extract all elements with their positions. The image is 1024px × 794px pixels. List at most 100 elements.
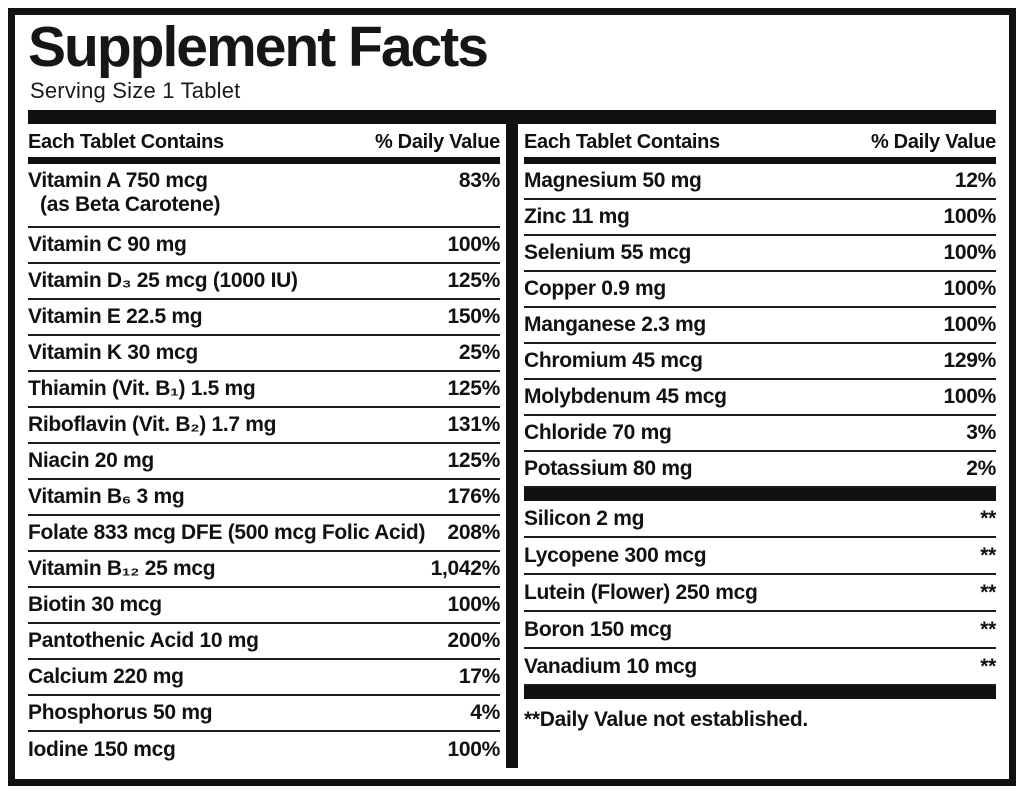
nutrient-name: Vitamin K 30 mcg bbox=[28, 341, 198, 365]
nutrient-daily-value: 25% bbox=[458, 341, 500, 365]
nutrient-daily-value: 1,042% bbox=[430, 557, 501, 581]
nutrient-daily-value: 129% bbox=[943, 349, 996, 373]
nutrient-name: Zinc 11 mg bbox=[524, 205, 630, 229]
nutrient-daily-value: 125% bbox=[447, 449, 500, 473]
nutrient-name: Biotin 30 mcg bbox=[28, 593, 162, 617]
nutrient-name: Pantothenic Acid 10 mg bbox=[28, 629, 259, 653]
nutrient-row: Copper 0.9 mg 100% bbox=[524, 272, 996, 309]
nutrient-daily-value: ** bbox=[980, 617, 996, 641]
nutrient-row: Vitamin B₁₂ 25 mcg 1,042% bbox=[28, 552, 501, 589]
nutrient-name: Vitamin B₁₂ 25 mcg bbox=[28, 557, 216, 581]
nutrient-name: Vanadium 10 mcg bbox=[524, 654, 697, 678]
nutrient-daily-value: ** bbox=[980, 543, 996, 567]
nutrient-name: Thiamin (Vit. B₁) 1.5 mg bbox=[28, 377, 256, 401]
nutrient-daily-value: 2% bbox=[966, 457, 996, 481]
nutrient-daily-value: 100% bbox=[447, 233, 500, 257]
nutrient-row: Phosphorus 50 mg 4% bbox=[28, 696, 500, 733]
nutrient-daily-value: 17% bbox=[458, 665, 500, 689]
nutrient-daily-value: 208% bbox=[447, 521, 500, 545]
nutrient-name: Chloride 70 mg bbox=[524, 421, 672, 445]
nutrient-daily-value: 125% bbox=[447, 377, 500, 401]
columns-container: Each Tablet Contains % Daily Value Vitam… bbox=[28, 124, 996, 769]
nutrient-row: Niacin 20 mg 125% bbox=[28, 444, 500, 481]
daily-value-footnote: **Daily Value not established. bbox=[524, 708, 808, 732]
nutrient-daily-value: 3% bbox=[966, 421, 996, 445]
nutrient-daily-value: 150% bbox=[447, 305, 500, 329]
nutrient-daily-value: 83% bbox=[458, 169, 500, 193]
nutrient-daily-value: 100% bbox=[943, 241, 996, 265]
nutrient-name: Vitamin C 90 mg bbox=[28, 233, 187, 257]
nutrient-name: Manganese 2.3 mg bbox=[524, 313, 706, 337]
nutrient-name: Copper 0.9 mg bbox=[524, 277, 666, 301]
nutrient-name-line2: (as Beta Carotene) bbox=[40, 193, 221, 217]
nutrient-name: Folate 833 mcg DFE (500 mcg Folic Acid) bbox=[28, 521, 426, 545]
nutrient-daily-value: ** bbox=[980, 580, 996, 604]
column-header-daily-value: % Daily Value bbox=[374, 131, 500, 154]
nutrient-daily-value: 100% bbox=[943, 277, 996, 301]
nutrient-daily-value: 200% bbox=[447, 629, 500, 653]
nutrient-name: Calcium 220 mg bbox=[28, 665, 184, 689]
nutrient-row: Calcium 220 mg 17% bbox=[28, 660, 500, 697]
nutrient-name: Selenium 55 mcg bbox=[524, 241, 692, 265]
section-divider-bar bbox=[524, 686, 996, 700]
nutrient-daily-value: 100% bbox=[943, 385, 996, 409]
nutrient-daily-value: 176% bbox=[447, 485, 500, 509]
column-header-contains: Each Tablet Contains bbox=[28, 131, 224, 154]
left-column: Each Tablet Contains % Daily Value Vitam… bbox=[28, 124, 500, 768]
supplement-facts-label: Supplement Facts Serving Size 1 Tablet E… bbox=[8, 8, 1016, 786]
nutrient-name-line1: Vitamin A 750 mcg bbox=[28, 169, 208, 193]
label-title: Supplement Facts bbox=[28, 15, 489, 79]
nutrient-name: Riboflavin (Vit. B₂) 1.7 mg bbox=[28, 413, 277, 437]
nutrient-row: Selenium 55 mcg 100% bbox=[524, 236, 996, 273]
nutrient-daily-value: 12% bbox=[954, 169, 996, 193]
nutrient-row: Vitamin B₆ 3 mg 176% bbox=[28, 480, 500, 517]
nutrient-name: Lycopene 300 mcg bbox=[524, 543, 707, 567]
nutrient-daily-value: ** bbox=[980, 506, 996, 530]
nutrient-row: Riboflavin (Vit. B₂) 1.7 mg 131% bbox=[28, 408, 500, 445]
top-divider-bar bbox=[28, 110, 996, 125]
nutrient-daily-value: 100% bbox=[943, 313, 996, 337]
header-underline-bar bbox=[524, 157, 996, 165]
nutrient-row: Vitamin E 22.5 mg 150% bbox=[28, 300, 500, 337]
column-header-daily-value: % Daily Value bbox=[870, 131, 996, 154]
right-column: Each Tablet Contains % Daily Value Magne… bbox=[524, 124, 996, 768]
nutrient-row: Silicon 2 mg ** bbox=[524, 501, 996, 539]
nutrient-name: Vitamin A 750 mcg (as Beta Carotene) bbox=[28, 164, 220, 217]
nutrient-row: Molybdenum 45 mcg 100% bbox=[524, 380, 996, 417]
nutrient-row: Chromium 45 mcg 129% bbox=[524, 344, 996, 381]
nutrient-row: Magnesium 50 mg 12% bbox=[524, 164, 996, 201]
section-divider-bar bbox=[524, 488, 996, 502]
nutrient-daily-value: ** bbox=[980, 654, 996, 678]
column-divider-bar bbox=[506, 124, 518, 769]
nutrient-name: Silicon 2 mg bbox=[524, 506, 645, 530]
nutrient-daily-value: 131% bbox=[447, 413, 500, 437]
nutrient-row: Zinc 11 mg 100% bbox=[524, 200, 996, 237]
nutrient-row: Thiamin (Vit. B₁) 1.5 mg 125% bbox=[28, 372, 500, 409]
nutrient-daily-value: 100% bbox=[943, 205, 996, 229]
nutrient-name: Lutein (Flower) 250 mcg bbox=[524, 580, 758, 604]
nutrient-name: Vitamin E 22.5 mg bbox=[28, 305, 203, 329]
nutrient-name: Phosphorus 50 mg bbox=[28, 701, 213, 725]
nutrient-name: Boron 150 mcg bbox=[524, 617, 672, 641]
nutrient-name: Molybdenum 45 mcg bbox=[524, 385, 727, 409]
right-column-header: Each Tablet Contains % Daily Value bbox=[524, 124, 996, 157]
nutrient-daily-value: 100% bbox=[447, 593, 500, 617]
nutrient-name: Potassium 80 mg bbox=[524, 457, 693, 481]
nutrient-row: Lutein (Flower) 250 mcg ** bbox=[524, 575, 996, 613]
nutrient-row: Folate 833 mcg DFE (500 mcg Folic Acid) … bbox=[28, 516, 500, 553]
nutrient-row: Vitamin A 750 mcg (as Beta Carotene) 83% bbox=[28, 164, 500, 229]
nutrient-row: Lycopene 300 mcg ** bbox=[524, 538, 996, 576]
nutrient-row: Potassium 80 mg 2% bbox=[524, 452, 996, 489]
nutrient-row: Vitamin K 30 mcg 25% bbox=[28, 336, 500, 373]
nutrient-row: Vanadium 10 mcg ** bbox=[524, 649, 996, 687]
nutrient-name: Niacin 20 mg bbox=[28, 449, 154, 473]
nutrient-row: Iodine 150 mcg 100% bbox=[28, 732, 500, 768]
nutrient-row: Manganese 2.3 mg 100% bbox=[524, 308, 996, 345]
nutrient-row: Vitamin C 90 mg 100% bbox=[28, 228, 500, 265]
nutrient-row: Pantothenic Acid 10 mg 200% bbox=[28, 624, 500, 661]
nutrient-name: Vitamin B₆ 3 mg bbox=[28, 485, 185, 509]
nutrient-row: Boron 150 mcg ** bbox=[524, 612, 996, 650]
serving-size: Serving Size 1 Tablet bbox=[30, 78, 241, 104]
nutrient-daily-value: 100% bbox=[447, 738, 500, 762]
nutrient-daily-value: 4% bbox=[470, 701, 500, 725]
